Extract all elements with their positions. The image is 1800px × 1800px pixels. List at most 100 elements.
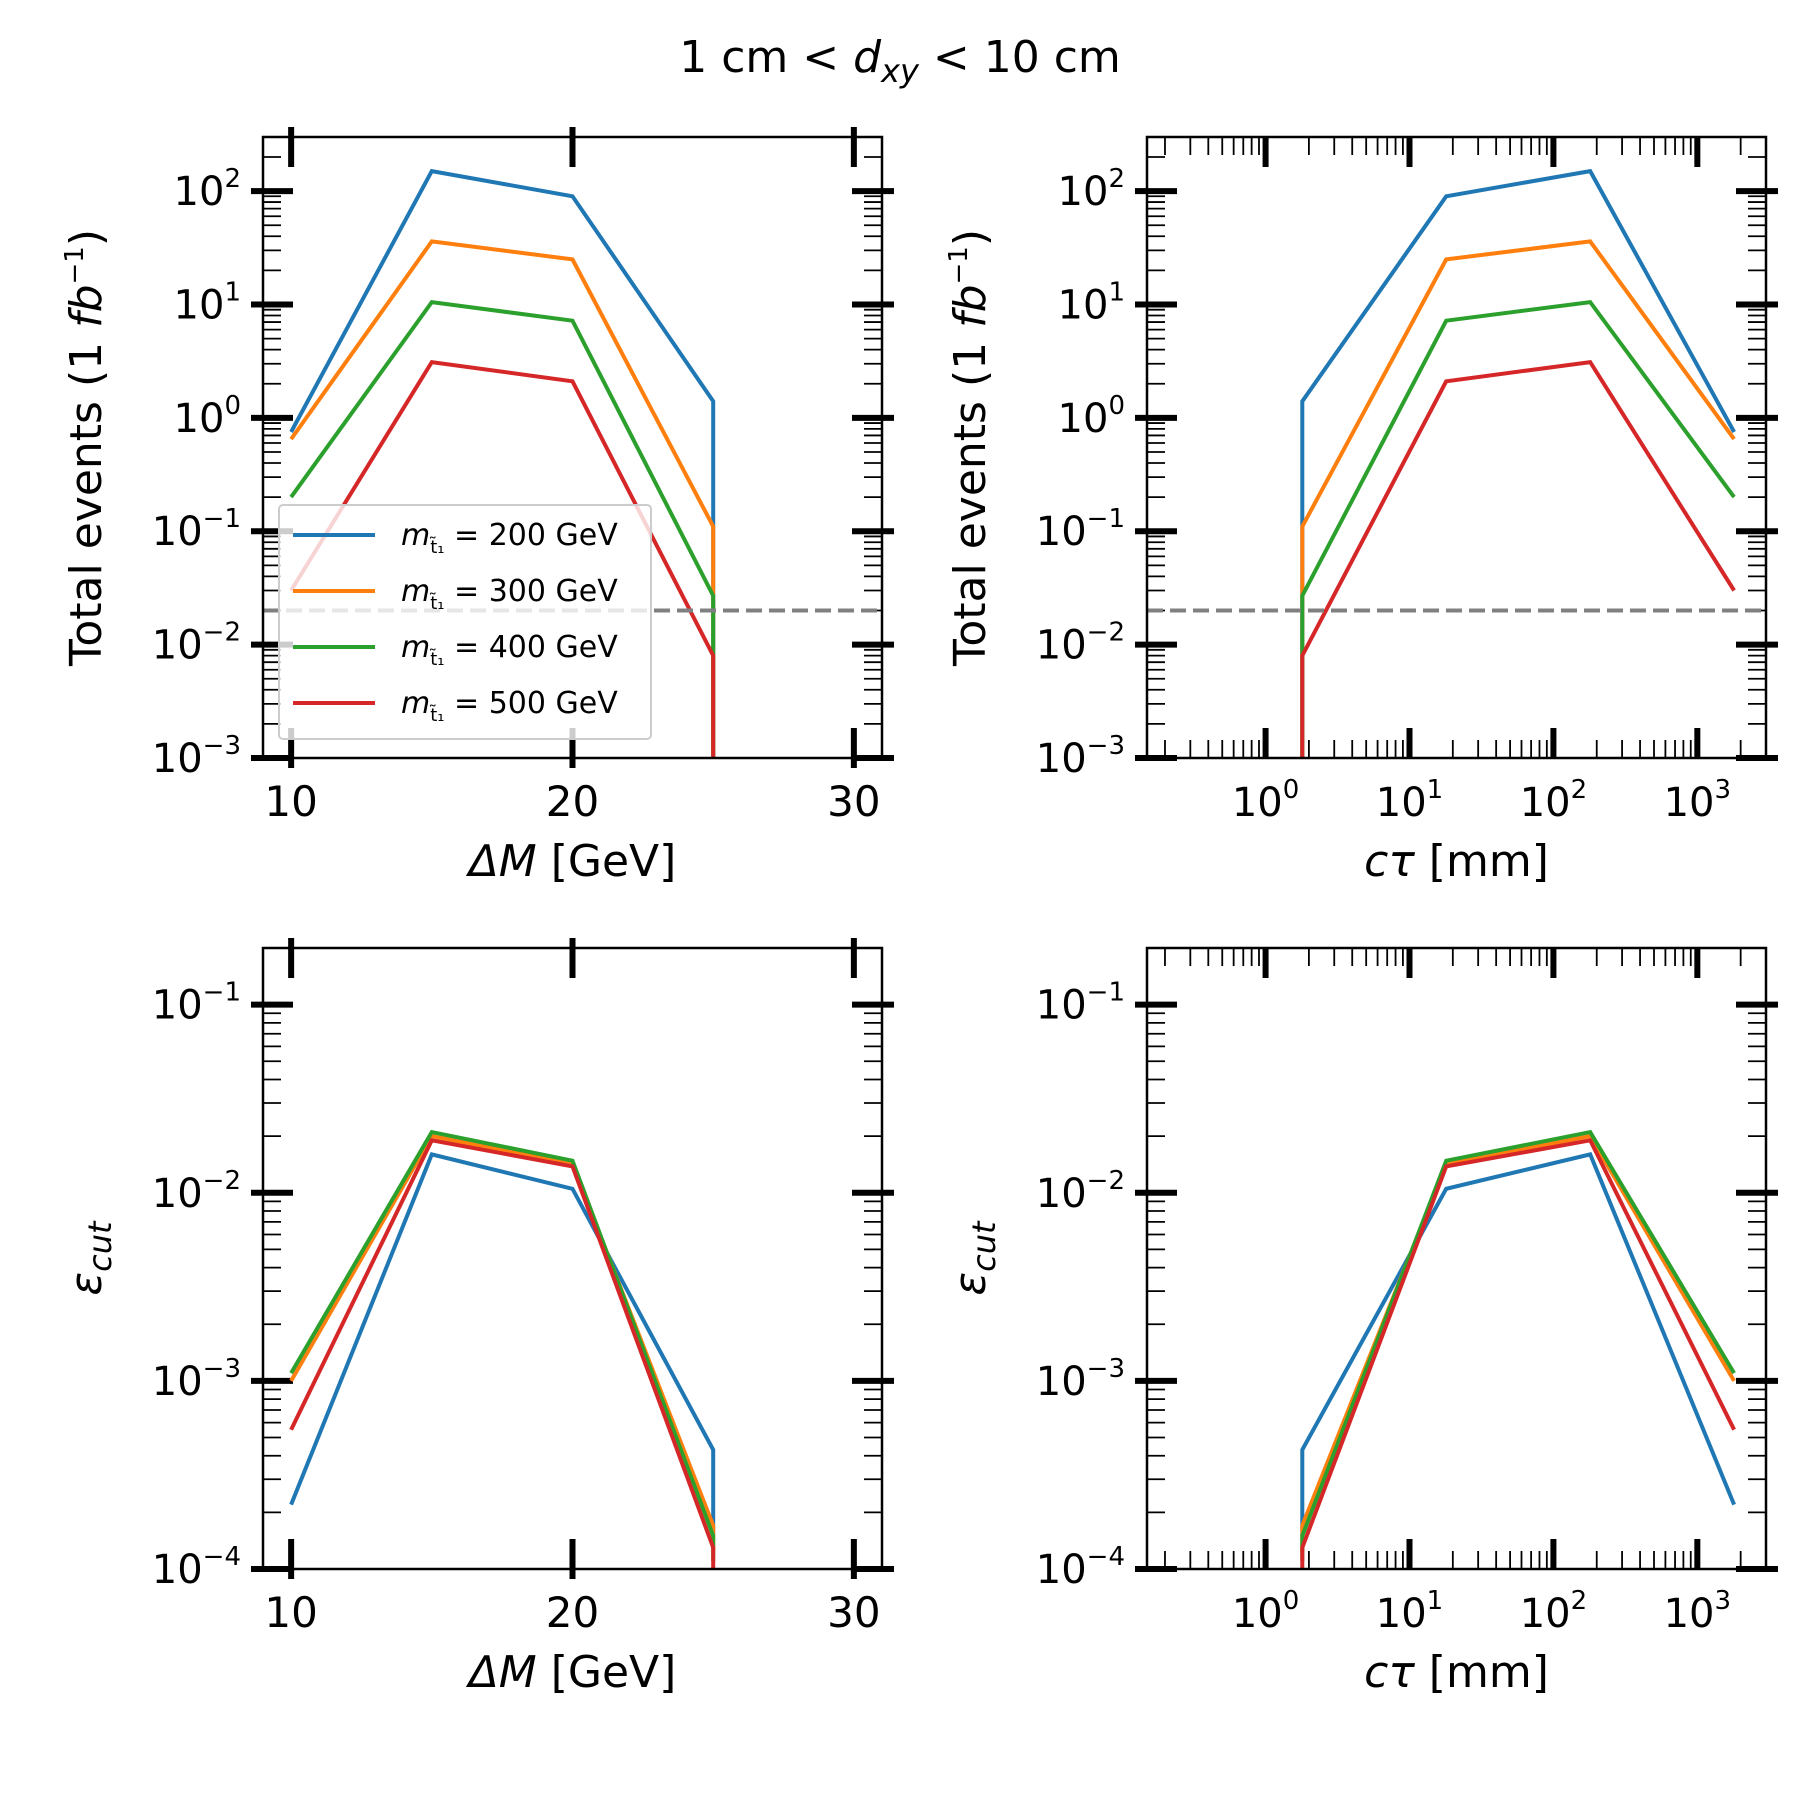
legend-mass-subscript: t̃₁ <box>429 649 444 670</box>
y-axis-text: Total events (1 <box>945 328 996 667</box>
x-ticks <box>288 938 857 1579</box>
x-tick-label: 102 <box>1520 1586 1587 1637</box>
legend-mass-symbol: m <box>401 630 430 665</box>
x-axis-label: cτ [mm] <box>1364 1647 1549 1698</box>
legend-mass-subscript: t̃₁ <box>429 593 444 614</box>
y-tick-exponent: −3 <box>203 1354 241 1384</box>
y-tick-label: 101 <box>174 277 241 328</box>
axes-frame <box>261 946 884 1571</box>
series-group <box>289 1129 716 1569</box>
x-tick-exponent: 3 <box>1715 1586 1732 1616</box>
y-tick-exponent: 1 <box>224 277 241 307</box>
y-axis-close: ) <box>61 229 112 246</box>
x-tick-exponent: 2 <box>1571 1586 1588 1616</box>
y-tick-label: 102 <box>174 164 241 215</box>
y-tick-base: 10 <box>152 509 203 555</box>
x-tick-label: 100 <box>1232 775 1299 826</box>
y-axis-label: εcut <box>945 1220 1003 1296</box>
x-axis-variable: ΔM <box>466 836 537 887</box>
x-axis-unit: [mm] <box>1415 1647 1549 1698</box>
y-axis-subscript: cut <box>965 1220 1003 1272</box>
x-axis-unit: [GeV] <box>537 1647 677 1698</box>
x-ticks <box>288 127 857 768</box>
title-prefix: 1 cm < <box>679 32 853 83</box>
series-line-4 <box>1300 1138 1736 1569</box>
y-tick-base: 10 <box>1058 396 1109 442</box>
x-tick-label: 100 <box>1232 1586 1299 1637</box>
x-tick-exponent: 0 <box>1283 775 1300 805</box>
y-axis-variable: ε <box>945 1272 996 1296</box>
x-tick-base: 10 <box>1376 780 1427 826</box>
y-tick-label: 10−2 <box>1036 618 1125 669</box>
legend-label: mt̃₁ = 300 GeV <box>401 574 618 614</box>
title-suffix: < 10 cm <box>919 32 1121 83</box>
x-tick-exponent: 1 <box>1427 775 1444 805</box>
x-tick-base: 10 <box>1664 1591 1715 1637</box>
x-tick-label: 102 <box>1520 775 1587 826</box>
y-ticks <box>1135 947 1778 1572</box>
legend-mass-symbol: m <box>401 686 430 721</box>
y-tick-label: 10−1 <box>152 978 241 1029</box>
y-tick-base: 10 <box>1036 736 1087 782</box>
y-tick-exponent: −3 <box>203 731 241 761</box>
y-tick-label: 100 <box>1058 391 1125 442</box>
y-tick-exponent: 1 <box>1108 277 1125 307</box>
x-tick-label: 101 <box>1376 775 1443 826</box>
y-tick-base: 10 <box>152 1171 203 1217</box>
figure-title: 1 cm < dxy < 10 cm <box>679 32 1121 90</box>
series-line-4 <box>289 359 716 758</box>
y-tick-label: 10−4 <box>152 1542 241 1593</box>
series-line-2 <box>1300 239 1736 758</box>
y-tick-base: 10 <box>1036 509 1087 555</box>
y-tick-exponent: −3 <box>1087 1354 1125 1384</box>
legend-label: mt̃₁ = 200 GeV <box>401 518 618 558</box>
legend-mass-value: = 400 GeV <box>445 630 619 665</box>
legend-mass-subscript: t̃₁ <box>429 537 444 558</box>
y-tick-exponent: −4 <box>1087 1542 1125 1572</box>
series-line-1 <box>1300 168 1736 758</box>
x-axis-unit: [mm] <box>1415 836 1549 887</box>
y-axis-unit-variable: fb <box>61 284 112 327</box>
y-tick-base: 10 <box>1058 282 1109 328</box>
y-tick-exponent: −1 <box>203 504 241 534</box>
y-tick-base: 10 <box>1036 1171 1087 1217</box>
y-axis-text: Total events (1 <box>61 328 112 667</box>
x-tick-exponent: 1 <box>1427 1586 1444 1616</box>
y-axis-variable: ε <box>61 1272 112 1296</box>
x-axis-variable: cτ <box>1364 1647 1415 1698</box>
y-tick-base: 10 <box>152 736 203 782</box>
x-tick-exponent: 2 <box>1571 775 1588 805</box>
axes-frame <box>261 135 884 760</box>
y-tick-exponent: −2 <box>203 1166 241 1196</box>
legend-mass-subscript: t̃₁ <box>429 705 444 726</box>
x-axis-variable: ΔM <box>466 1647 537 1698</box>
legend-mass-symbol: m <box>401 574 430 609</box>
series-line-3 <box>1300 299 1736 758</box>
y-tick-label: 10−3 <box>1036 731 1125 782</box>
x-tick-label: 20 <box>546 1588 599 1637</box>
legend-mass-symbol: m <box>401 518 430 553</box>
y-tick-label: 10−2 <box>1036 1166 1125 1217</box>
y-tick-base: 10 <box>1036 1547 1087 1593</box>
y-tick-base: 10 <box>1058 169 1109 215</box>
axes-frame <box>1145 135 1768 760</box>
legend-mass-value: = 200 GeV <box>445 518 619 553</box>
x-tick-label: 10 <box>264 1588 317 1637</box>
x-ticks <box>1164 137 1767 758</box>
legend-box <box>278 504 652 740</box>
y-ticks <box>251 947 894 1572</box>
y-tick-label: 10−2 <box>152 1166 241 1217</box>
y-tick-label: 10−3 <box>152 1354 241 1405</box>
y-axis-label: εcut <box>61 1220 119 1296</box>
y-axis-label: Total events (1 fb−1) <box>944 229 996 667</box>
y-tick-exponent: −3 <box>1087 731 1125 761</box>
y-tick-label: 10−1 <box>1036 978 1125 1029</box>
series-group <box>1300 1129 1736 1569</box>
y-axis-subscript: cut <box>81 1220 119 1272</box>
x-axis-unit: [GeV] <box>537 836 677 887</box>
